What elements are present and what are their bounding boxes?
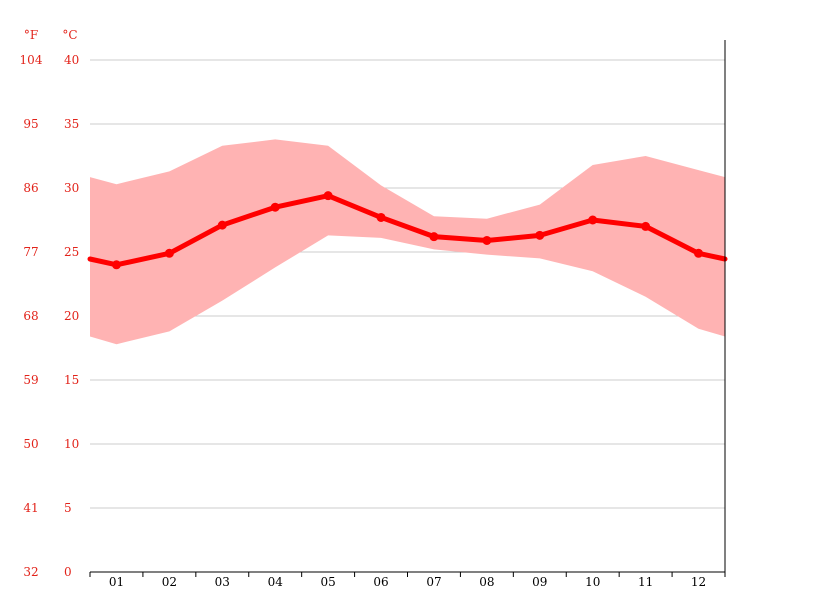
mean-point xyxy=(694,248,704,258)
mean-point xyxy=(217,220,227,230)
y-tick-label-celsius: 35 xyxy=(64,117,79,131)
x-tick-label: 04 xyxy=(268,575,284,589)
y-tick-label-fahrenheit: 104 xyxy=(20,53,43,67)
x-tick-label: 12 xyxy=(691,575,706,589)
x-tick-label: 05 xyxy=(320,575,335,589)
y-tick-label-fahrenheit: 41 xyxy=(23,501,38,515)
y-tick-label-celsius: 25 xyxy=(64,245,79,259)
min-max-range-band xyxy=(90,139,725,345)
y-tick-label-celsius: 20 xyxy=(64,309,79,323)
x-tick-label: 06 xyxy=(373,575,388,589)
unit-celsius-label: °C xyxy=(62,28,77,42)
mean-point xyxy=(323,191,333,201)
y-axis-labels: 0 32 5 41 10 50 15 59 20 68 25 77 30 86 35 95 40 104 xyxy=(20,53,80,579)
x-tick-label: 01 xyxy=(109,575,124,589)
mean-point xyxy=(164,248,174,258)
mean-point xyxy=(270,202,280,212)
x-tick-label: 10 xyxy=(585,575,600,589)
mean-temperature-line xyxy=(87,193,728,268)
mean-point xyxy=(429,232,439,242)
x-tick-label: 02 xyxy=(162,575,177,589)
mean-point xyxy=(482,235,492,245)
x-tick-label: 07 xyxy=(426,575,441,589)
mean-point xyxy=(111,260,121,270)
x-tick-label: 09 xyxy=(532,575,547,589)
y-tick-label-celsius: 10 xyxy=(64,437,79,451)
y-tick-label-fahrenheit: 77 xyxy=(23,245,38,259)
y-tick-label-celsius: 40 xyxy=(64,53,79,67)
y-tick-label-celsius: 0 xyxy=(64,565,72,579)
mean-point xyxy=(641,221,651,231)
y-tick-label-fahrenheit: 95 xyxy=(23,117,38,131)
y-tick-label-fahrenheit: 59 xyxy=(23,373,38,387)
x-axis-ticks: 01 02 03 04 05 06 07 08 09 10 11 12 xyxy=(89,572,726,589)
y-tick-label-fahrenheit: 68 xyxy=(23,309,38,323)
x-tick-label: 11 xyxy=(638,575,653,589)
y-tick-label-celsius: 30 xyxy=(64,181,79,195)
y-tick-label-fahrenheit: 32 xyxy=(23,565,38,579)
y-tick-label-celsius: 5 xyxy=(64,501,72,515)
mean-point xyxy=(588,215,598,225)
x-tick-label: 03 xyxy=(215,575,230,589)
x-tick-label: 08 xyxy=(479,575,494,589)
mean-point xyxy=(376,212,386,222)
y-tick-label-celsius: 15 xyxy=(64,373,79,387)
y-tick-label-fahrenheit: 86 xyxy=(23,181,38,195)
unit-fahrenheit-label: °F xyxy=(24,28,38,42)
mean-point xyxy=(535,230,545,240)
mean-temperature-points xyxy=(111,191,704,270)
y-tick-label-fahrenheit: 50 xyxy=(23,437,38,451)
